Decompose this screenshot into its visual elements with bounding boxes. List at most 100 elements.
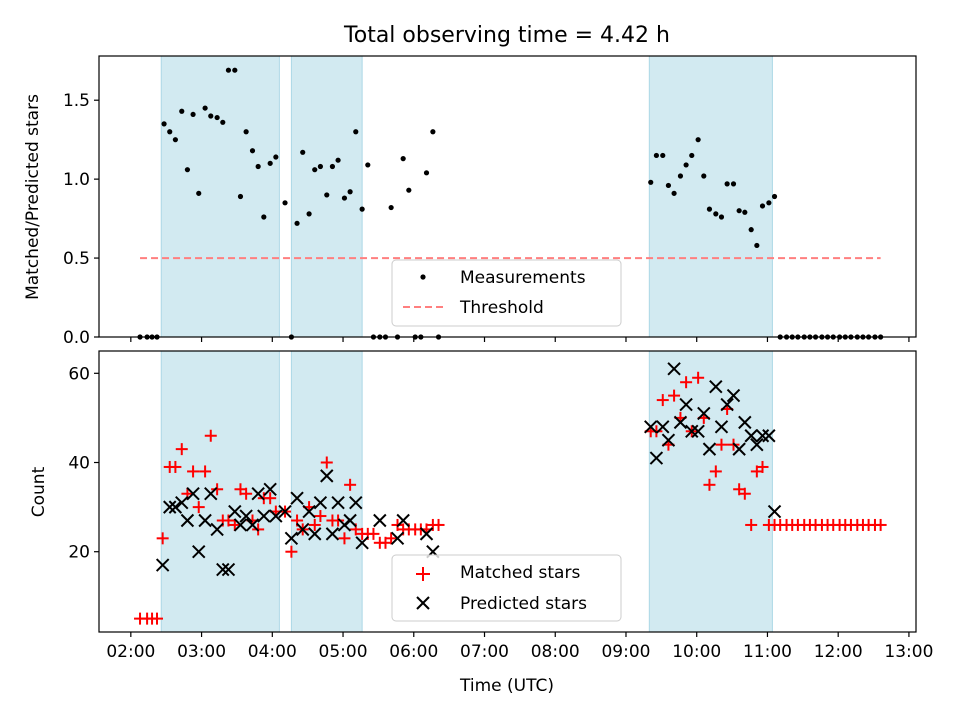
measurement-point — [677, 173, 684, 179]
measurement-point — [294, 220, 300, 226]
measurement-point — [689, 152, 695, 159]
predicted-star-point — [308, 527, 322, 541]
predicted-star-point — [709, 379, 723, 394]
matched-star-point — [344, 478, 357, 491]
top-y-axis-label: Matched/Predicted stars — [23, 94, 43, 300]
measurement-point — [184, 167, 191, 173]
measurement-point — [754, 242, 760, 249]
predicted-star-point — [331, 495, 345, 510]
predicted-star-point — [720, 397, 734, 412]
measurement-point — [312, 167, 318, 173]
matched-star-point — [228, 518, 241, 531]
legend-matched-marker — [416, 567, 430, 581]
measurement-point — [759, 203, 766, 209]
measurement-point — [713, 211, 719, 217]
bottom-x-tick-label: 11:00 — [743, 642, 792, 662]
measurement-point — [742, 209, 748, 215]
measurement-point — [695, 137, 701, 143]
predicted-star-point — [320, 469, 334, 483]
predicted-star-point — [278, 504, 292, 519]
matched-star-point — [715, 438, 728, 451]
top-shaded-intervals — [160, 55, 773, 338]
measurement-point — [167, 129, 173, 135]
bottom-x-tick-label: 10:00 — [672, 642, 721, 662]
predicted-star-point — [667, 362, 681, 376]
matched-star-point — [192, 501, 205, 514]
predicted-star-point — [168, 500, 183, 514]
predicted-star-point — [343, 513, 357, 528]
bottom-x-tick-label: 04:00 — [248, 642, 297, 662]
matched-star-point — [432, 518, 445, 531]
matched-star-point — [668, 389, 681, 402]
matched-star-point — [692, 371, 705, 384]
measurement-point — [648, 179, 654, 185]
predicted-star-point — [251, 487, 265, 501]
bottom-y-axis-label: Count — [29, 466, 49, 517]
legend-measurements-marker — [420, 274, 426, 280]
measurement-point — [423, 170, 430, 176]
top-y-tick-label: 0.0 — [63, 328, 90, 348]
matched-star-point — [332, 514, 345, 527]
bottom-x-tick-label: 05:00 — [319, 642, 368, 662]
predicted-star-point — [697, 406, 711, 421]
measurement-point — [347, 189, 353, 195]
measurement-point — [365, 162, 371, 168]
predicted-star-point — [661, 433, 676, 447]
matched-star-point — [169, 460, 182, 473]
matched-star-point — [656, 394, 669, 407]
measurement-point — [190, 111, 196, 118]
top-shaded-interval-0 — [160, 55, 280, 338]
matched-star-point — [285, 545, 298, 558]
matched-star-point — [151, 612, 164, 625]
predicted-star-point — [284, 531, 299, 546]
legend-threshold-label: Threshold — [459, 298, 544, 318]
bottom-shaded-interval-1 — [290, 350, 363, 633]
bottom-legend-box — [391, 554, 622, 622]
predicted-star-point — [355, 536, 369, 550]
measurement-point — [202, 105, 208, 111]
measurement-point — [220, 119, 226, 125]
matched-star-point — [175, 443, 188, 456]
measurement-point — [653, 152, 659, 159]
predicted-star-point — [221, 562, 236, 577]
top-axes: 0.0 0.5 1.0 1.5 Matched/Predicted stars Mea… — [23, 55, 917, 348]
measurement-point — [406, 187, 412, 193]
matched-star-point — [199, 465, 212, 478]
predicted-star-point — [263, 482, 277, 496]
legend-predicted-marker — [416, 596, 430, 610]
measurement-point — [306, 211, 312, 217]
measurement-point — [683, 162, 689, 168]
predicted-star-point — [755, 429, 770, 443]
measurement-point — [665, 182, 672, 189]
matched-star-point — [308, 518, 321, 531]
measurement-point — [273, 154, 279, 160]
legend-predicted-label: Predicted stars — [460, 594, 587, 614]
measurement-point — [430, 129, 436, 135]
measurement-point — [400, 156, 406, 162]
x-axis-label: Time (UTC) — [459, 676, 554, 696]
measurement-point — [359, 206, 365, 212]
bottom-y-tick-label: 40 — [68, 454, 90, 474]
bottom-legend: Matched stars Predicted stars — [391, 554, 622, 622]
predicted-star-point — [233, 518, 248, 532]
measurement-point — [255, 163, 261, 170]
measurement-point — [671, 190, 677, 196]
bottom-axes-frame — [98, 350, 917, 633]
measurement-point — [261, 214, 267, 220]
predicted-star-point — [210, 522, 224, 537]
matched-star-point — [187, 465, 200, 478]
predicted-star-point — [649, 451, 664, 465]
predicted-star-point — [738, 415, 752, 430]
bottom-x-ticks: 02:00 03:00 04:00 05:00 06:00 07:00 08:00 09:00… — [106, 632, 933, 662]
measurement-point — [214, 114, 220, 121]
measurement-point — [243, 129, 249, 135]
top-y-tick-label: 1.5 — [63, 91, 90, 111]
measurement-point — [341, 195, 348, 201]
bottom-x-tick-label: 09:00 — [601, 642, 650, 662]
predicted-star-point — [163, 500, 177, 514]
predicted-star-point — [257, 509, 271, 523]
predicted-star-point — [656, 420, 670, 434]
predicted-star-point — [744, 429, 758, 443]
measurement-point — [196, 190, 202, 196]
